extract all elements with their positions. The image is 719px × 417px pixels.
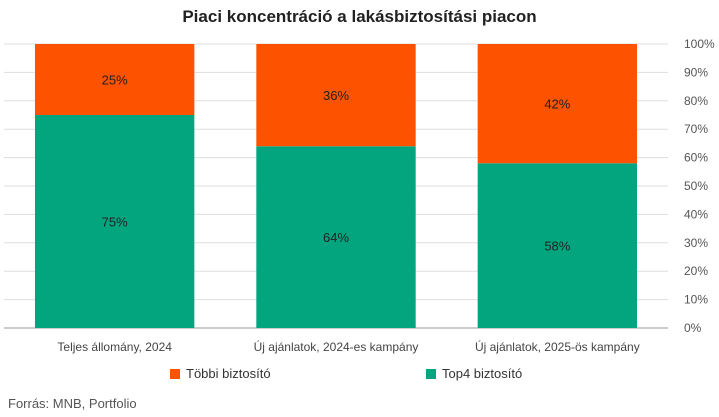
x-axis-categories: Teljes állomány, 2024 Új ajánlatok, 2024-… <box>57 339 639 354</box>
chart-title: Piaci koncentráció a lakásbiztosítási pi… <box>182 7 537 26</box>
data-label: 42% <box>544 97 570 112</box>
y-tick-label: 80% <box>684 94 708 108</box>
bar-segment <box>256 44 416 147</box>
data-label: 64% <box>323 230 349 245</box>
source-note: Forrás: MNB, Portfolio <box>8 396 137 411</box>
legend-label-tobbi: Többi biztosító <box>186 366 271 381</box>
bar-segment <box>256 146 416 328</box>
y-tick-label: 20% <box>684 264 708 278</box>
y-tick-label: 40% <box>684 207 708 221</box>
y-axis-ticks: 0% 10% 20% 30% 40% 50% 60% 70% 80% 90% 100% <box>684 37 715 335</box>
bar-segment <box>34 44 195 115</box>
x-category-label: Új ajánlatok, 2024-es kampány <box>254 339 419 354</box>
y-tick-label: 100% <box>684 37 715 51</box>
bar-segment <box>477 163 638 328</box>
data-label: 75% <box>102 215 128 230</box>
legend-label-top4: Top4 biztosító <box>442 366 523 381</box>
legend-swatch-tobbi <box>170 368 180 379</box>
x-category-label: Teljes állomány, 2024 <box>57 340 172 354</box>
y-tick-label: 50% <box>684 179 708 193</box>
data-labels: 75% 25% 64% 36% 58% 42% <box>102 73 571 254</box>
y-tick-label: 60% <box>684 151 708 165</box>
data-label: 25% <box>102 73 128 88</box>
legend-item-tobbi: Többi biztosító <box>170 366 271 381</box>
bar-segment <box>477 44 638 164</box>
legend: Többi biztosító Top4 biztosító <box>0 366 719 384</box>
y-tick-label: 10% <box>684 293 708 307</box>
bars <box>34 44 638 328</box>
y-tick-label: 30% <box>684 236 708 250</box>
bar-segment <box>34 115 195 328</box>
data-label: 36% <box>323 88 349 103</box>
y-tick-label: 90% <box>684 65 708 79</box>
data-label: 58% <box>544 239 570 254</box>
legend-item-top4: Top4 biztosító <box>426 366 522 381</box>
x-category-label: Új ajánlatok, 2025-ös kampány <box>475 339 640 354</box>
y-tick-label: 0% <box>684 321 702 335</box>
legend-swatch-top4 <box>426 368 436 379</box>
y-tick-label: 70% <box>684 122 708 136</box>
